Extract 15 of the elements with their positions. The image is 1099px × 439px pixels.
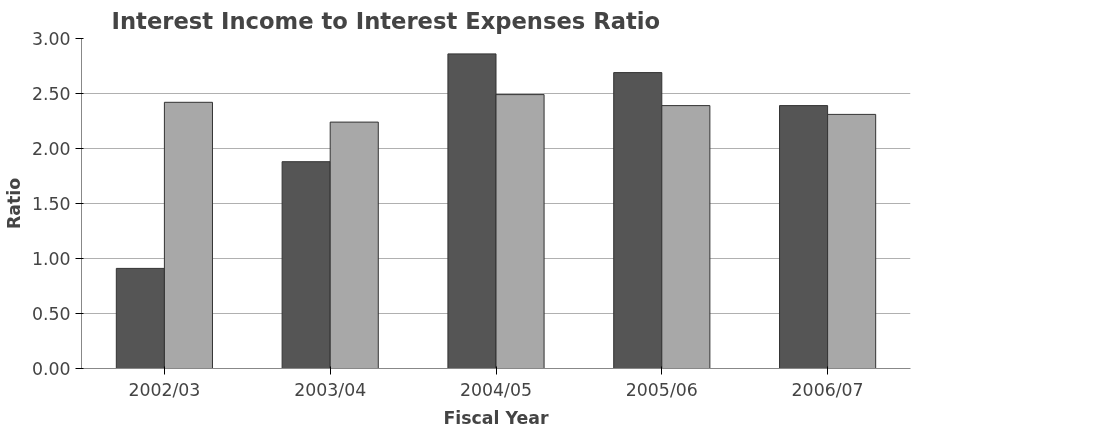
y-tick-label: 0.00 bbox=[31, 359, 71, 379]
x-tick-label: 2006/07 bbox=[791, 379, 864, 400]
y-tick-label: 0.50 bbox=[31, 304, 71, 324]
y-tick-label: 2.50 bbox=[31, 84, 71, 104]
x-tick-label: 2004/05 bbox=[460, 379, 533, 400]
y-tick-label: 1.00 bbox=[31, 249, 71, 269]
chart-title: Interest Income to Interest Expenses Ratio bbox=[111, 7, 661, 34]
x-tick-label: 2003/04 bbox=[294, 379, 367, 400]
y-tick-label: 3.00 bbox=[31, 29, 71, 49]
y-tick-label: 1.50 bbox=[31, 194, 71, 214]
y-tick-label: 2.00 bbox=[31, 139, 71, 159]
x-tick-label: 2005/06 bbox=[625, 379, 698, 400]
y-axis-title: Ratio bbox=[3, 177, 24, 230]
x-axis-title: Fiscal Year bbox=[443, 407, 549, 428]
x-tick-label: 2002/03 bbox=[128, 379, 201, 400]
